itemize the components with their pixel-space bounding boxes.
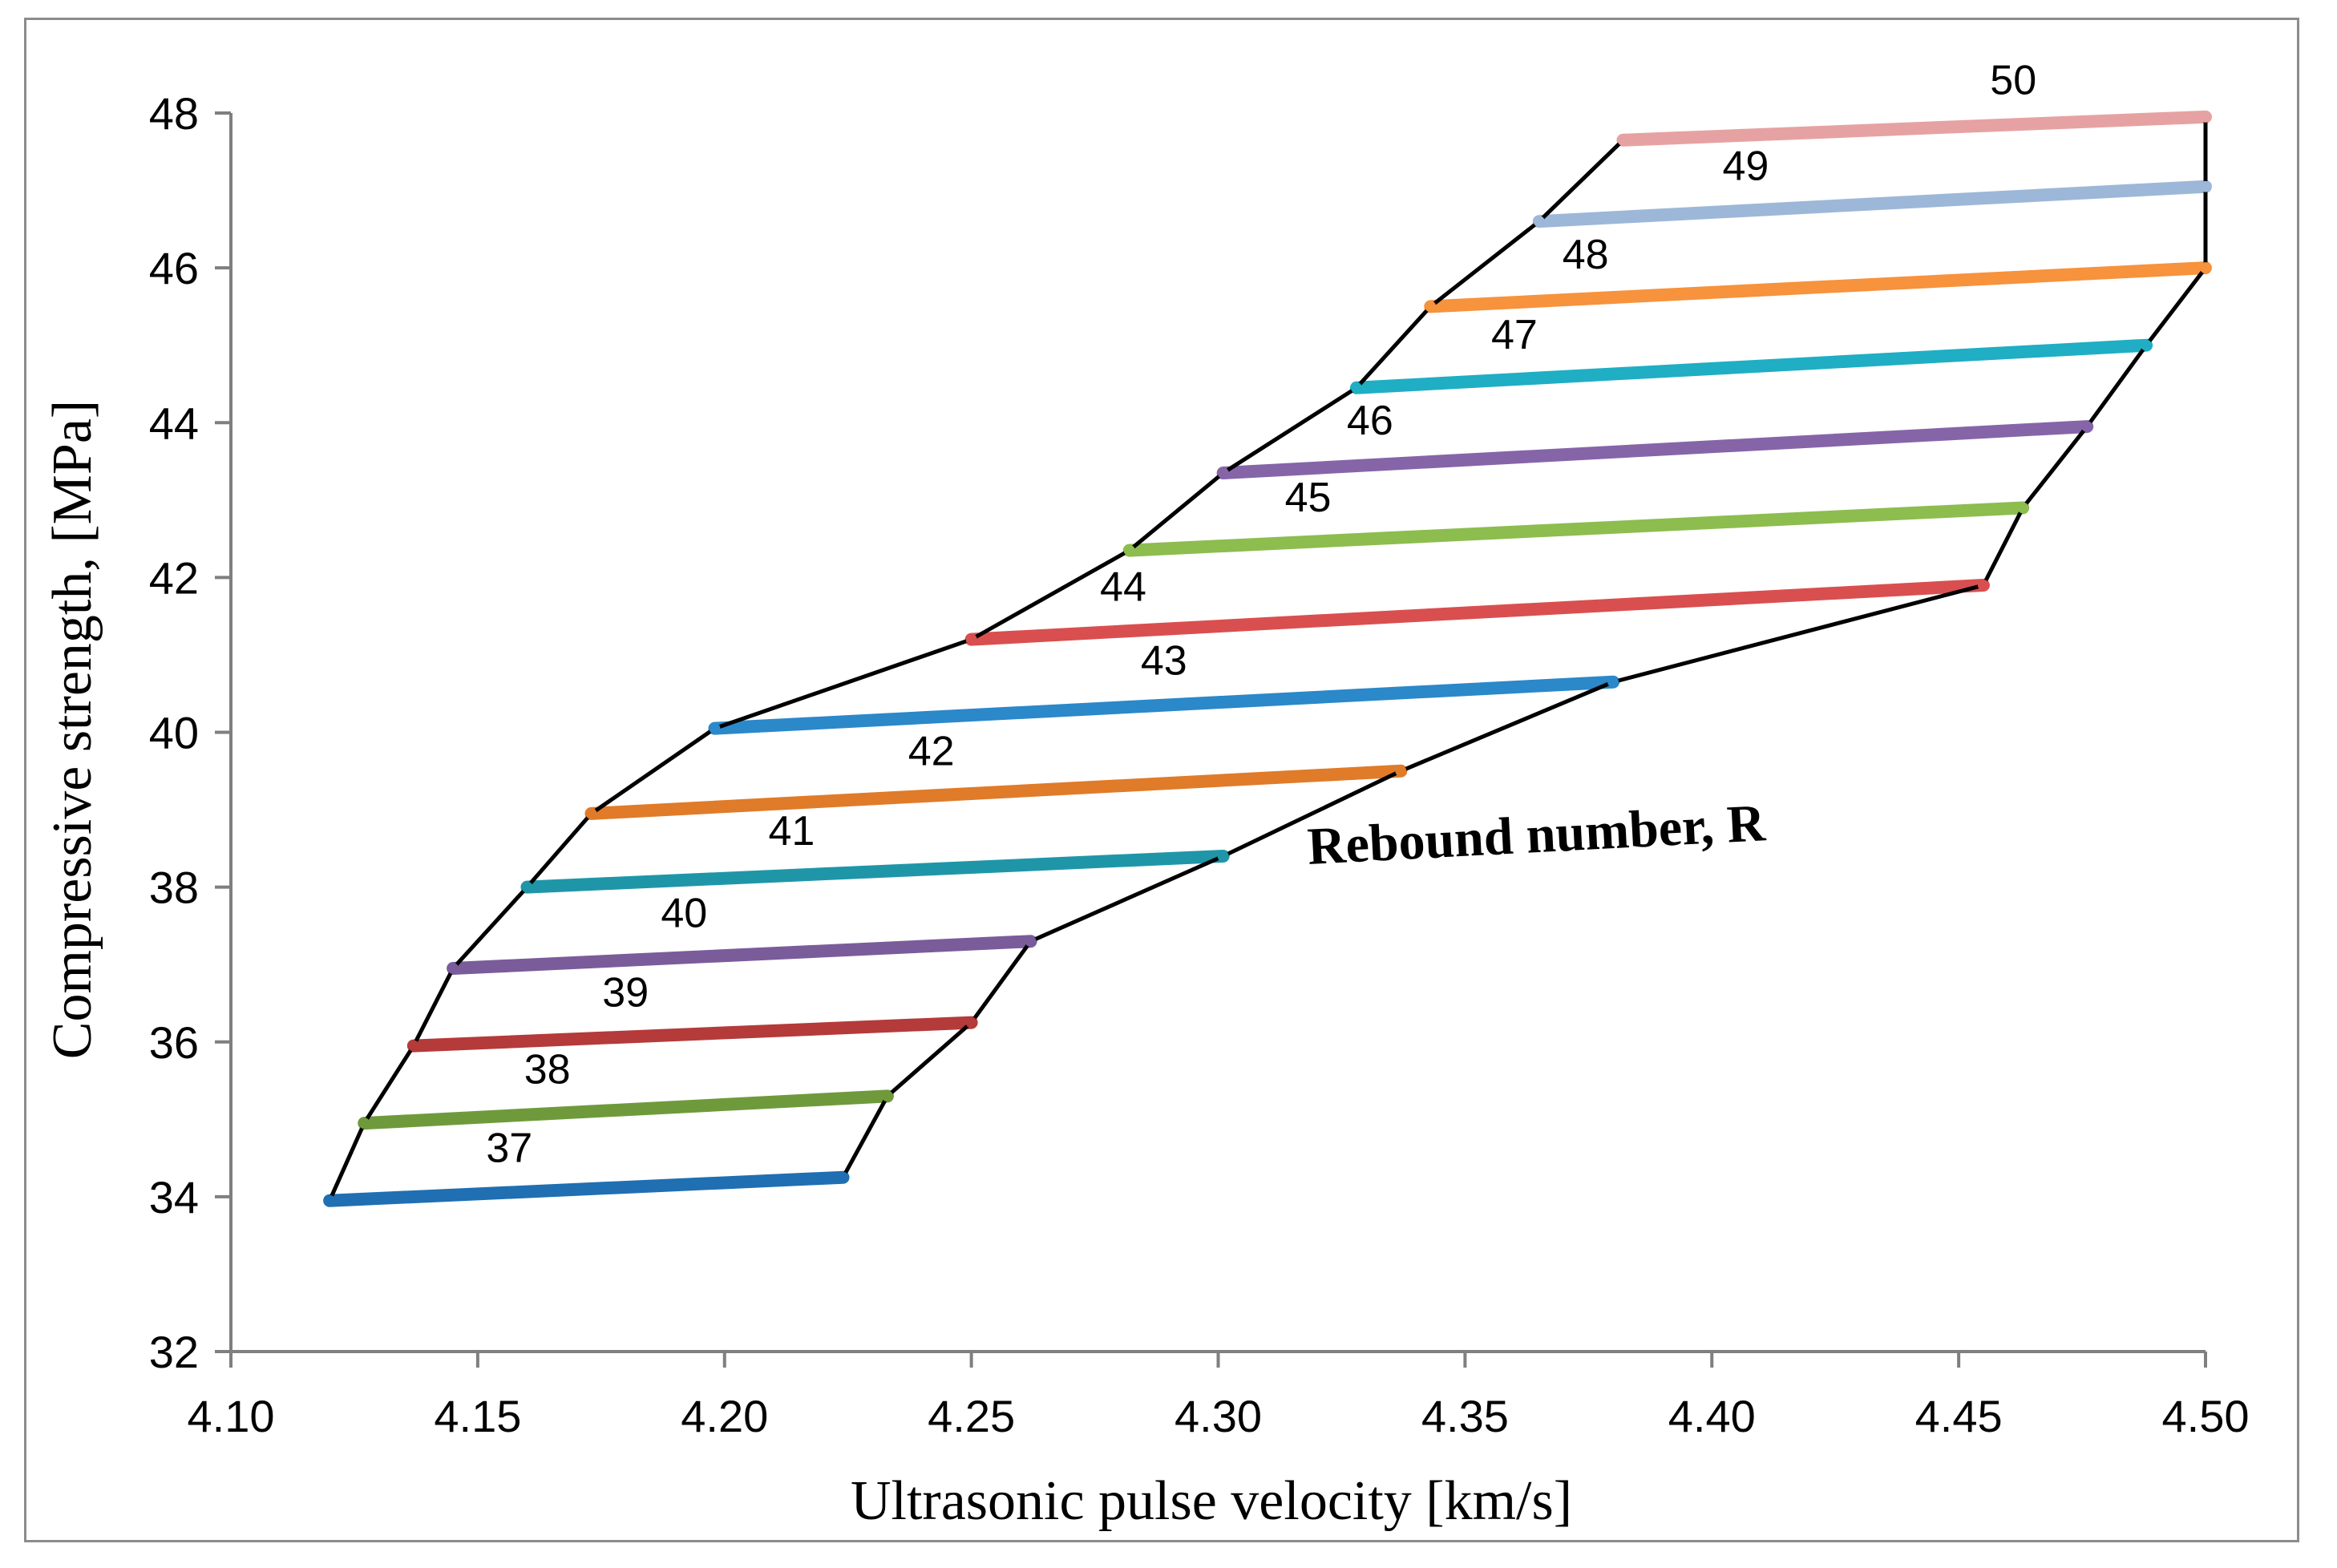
series-endpoint-49: [1533, 216, 1545, 228]
data-marks: [323, 110, 2212, 1207]
series-endpoint-44: [1977, 580, 1989, 592]
series-label-50: 50: [1990, 57, 2036, 103]
series-line-38: [358, 1089, 894, 1130]
series-line-43: [708, 675, 1620, 735]
series-endpoint-43: [1607, 676, 1619, 688]
series-line-40: [447, 935, 1037, 976]
series-endpoint-50: [1617, 134, 1629, 146]
series-endpoint-46: [1217, 467, 1229, 479]
series-line-47: [1349, 338, 2153, 394]
x-tick-label: 4.20: [681, 1391, 768, 1441]
x-tick-label: 4.50: [2162, 1391, 2250, 1441]
series-label-40: 40: [661, 890, 707, 936]
y-tick-label: 34: [149, 1172, 199, 1222]
series-endpoint-39: [965, 1016, 977, 1028]
series-endpoint-37: [837, 1171, 849, 1183]
series-label-46: 46: [1347, 398, 1393, 444]
series-label-49: 49: [1723, 143, 1769, 190]
x-tick-label: 4.10: [188, 1391, 275, 1441]
series-endpoint-46: [2081, 421, 2093, 433]
x-tick-label: 4.40: [1668, 1391, 1756, 1441]
series-label-45: 45: [1285, 475, 1332, 521]
y-tick-label: 48: [149, 88, 199, 139]
series-endpoint-48: [1425, 301, 1437, 313]
x-axis-title: Ultrasonic pulse velocity [km/s]: [851, 1470, 1572, 1532]
y-tick-label: 46: [149, 243, 199, 293]
rebound-number-annotation: Rebound number, R: [1306, 794, 1768, 876]
series-label-37: 37: [486, 1125, 532, 1172]
y-tick-label: 40: [149, 708, 199, 758]
series-endpoint-39: [407, 1040, 419, 1052]
series-label-44: 44: [1100, 564, 1146, 610]
series-line-46: [1216, 420, 2094, 480]
series-line-41: [520, 850, 1230, 894]
series-line-45: [1122, 501, 2030, 557]
y-tick-label: 36: [149, 1017, 199, 1068]
series-label-42: 42: [908, 729, 955, 775]
series-endpoint-40: [447, 963, 459, 975]
series-labels: 37 38 39 40 41 42 43 44 45 46 47 48 49 50: [486, 57, 2036, 1171]
series-line-44: [964, 579, 1990, 646]
x-tick-label: 4.35: [1421, 1391, 1509, 1441]
y-tick-label: 32: [149, 1327, 199, 1377]
series-endpoint-44: [965, 633, 977, 645]
y-tick-label: 44: [149, 398, 199, 448]
x-tick-label: 4.15: [434, 1391, 521, 1441]
series-line-42: [584, 764, 1408, 820]
x-tick-label: 4.30: [1175, 1391, 1262, 1441]
series-line-50: [1616, 110, 2212, 147]
series-endpoint-40: [1025, 936, 1037, 948]
series-endpoint-47: [2141, 339, 2153, 351]
envelope-right: [841, 116, 2208, 1178]
series-endpoint-42: [1395, 765, 1407, 777]
series-endpoint-38: [358, 1117, 370, 1130]
series-endpoint-50: [2200, 111, 2211, 123]
series-line-48: [1424, 261, 2212, 313]
series-endpoint-41: [521, 881, 533, 893]
series-label-39: 39: [602, 970, 649, 1016]
series-endpoint-49: [2200, 180, 2211, 192]
series-label-47: 47: [1491, 312, 1538, 358]
series-endpoint-45: [1123, 544, 1135, 556]
series-label-41: 41: [768, 808, 815, 855]
series-endpoint-37: [324, 1194, 336, 1206]
series-endpoint-47: [1350, 382, 1362, 394]
series-endpoint-45: [2017, 502, 2029, 514]
series-endpoint-43: [709, 722, 721, 734]
series-endpoint-42: [585, 807, 597, 819]
series-line-37: [323, 1170, 850, 1207]
x-tick-label: 4.25: [928, 1391, 1015, 1441]
series-endpoint-38: [881, 1090, 893, 1102]
series-label-43: 43: [1141, 638, 1187, 685]
y-tick-label: 38: [149, 863, 199, 913]
x-tick-label: 4.45: [1915, 1391, 2003, 1441]
axes: 32 34 36 38 40 42 44 46 48 4.10 4.15 4.20 4.25 4.30 4.…: [149, 88, 2250, 1441]
series-line-39: [406, 1016, 978, 1053]
y-tick-label: 42: [149, 552, 199, 603]
series-label-38: 38: [524, 1046, 571, 1093]
series-line-49: [1532, 180, 2212, 228]
series-label-48: 48: [1563, 232, 1609, 278]
y-axis-title: Compressive strength, [MPa]: [42, 400, 103, 1059]
series-endpoint-48: [2200, 262, 2211, 274]
envelope-left: [327, 139, 1625, 1202]
series-endpoint-41: [1217, 851, 1229, 862]
